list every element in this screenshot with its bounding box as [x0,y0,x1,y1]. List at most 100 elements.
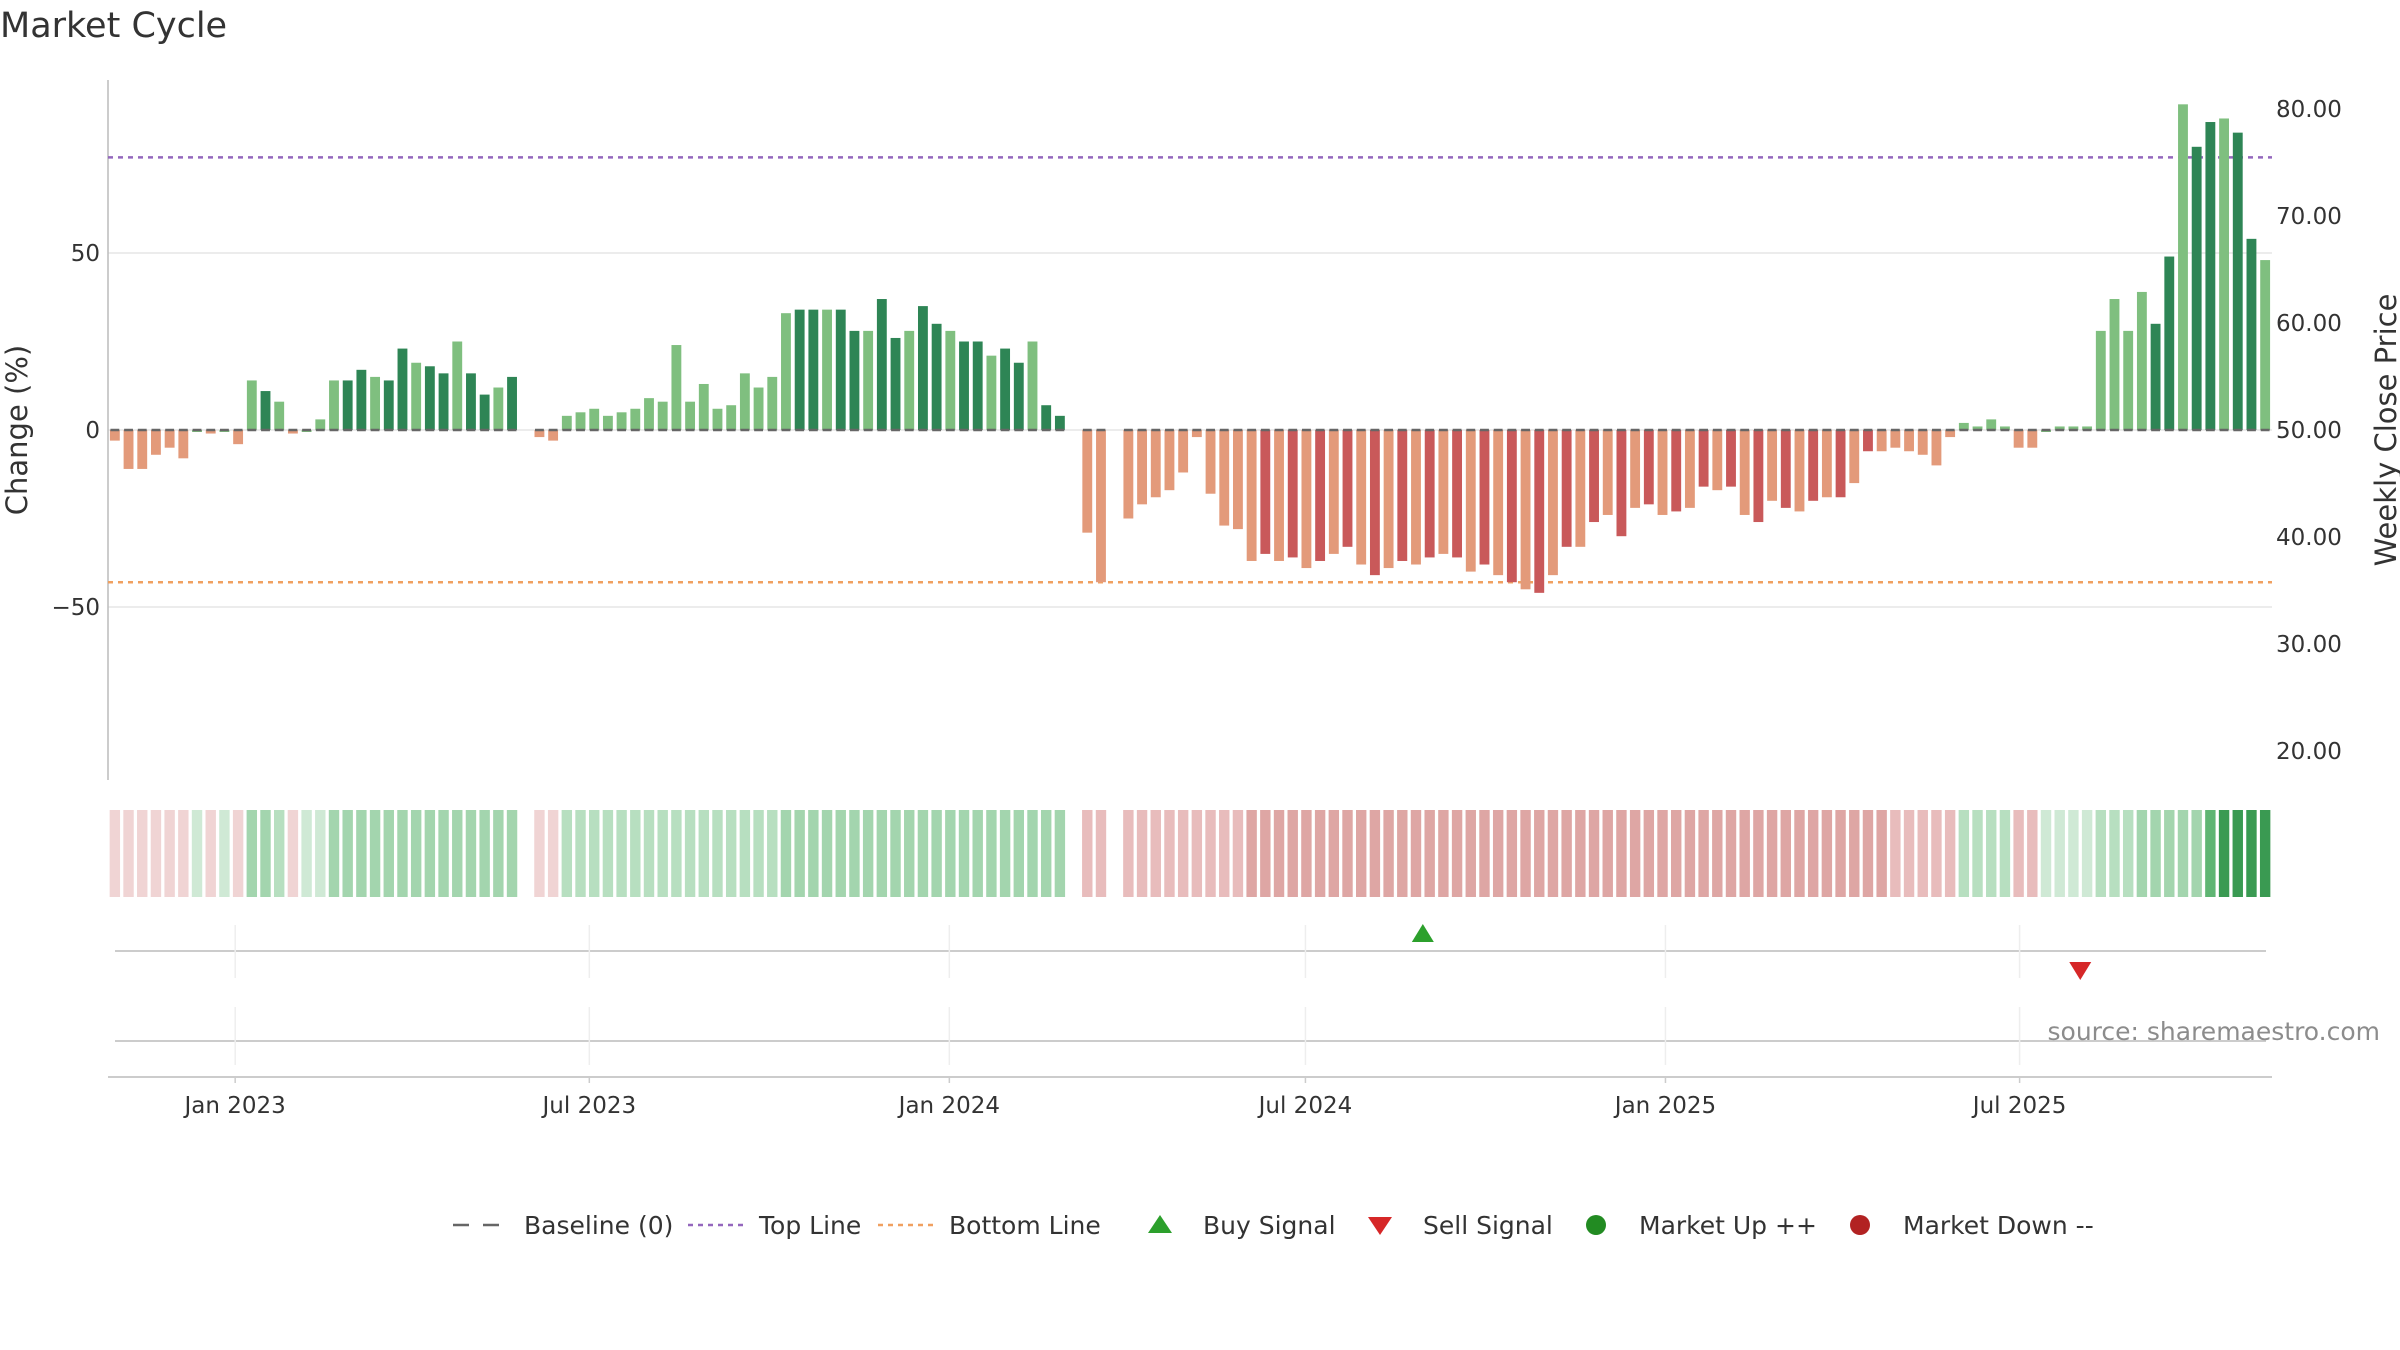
change-bar [1287,430,1298,558]
change-bar [137,430,148,469]
intensity-cell [1054,810,1066,897]
change-bar [2013,430,2024,448]
intensity-cell [1698,810,1709,897]
legend-item-bottom_line: Bottom Line [878,1211,1101,1240]
intensity-cell [1205,810,1216,897]
intensity-cell [671,810,682,897]
change-bar [315,419,326,430]
intensity-cell [1547,810,1559,897]
legend-item-market_down: Market Down -- [1850,1211,2094,1240]
change-bar [1315,430,1326,561]
change-bar [931,323,942,430]
intensity-cell [2150,810,2161,897]
intensity-cell [1972,810,1983,897]
intensity-cell [1986,810,1997,897]
change-bar [1164,430,1175,491]
change-bar [479,394,490,430]
change-bar [1753,430,1764,523]
change-bar [1904,430,1914,452]
intensity-cell [835,810,846,897]
change-bar [1945,430,1956,438]
change-bar [383,380,394,430]
intensity-cell [1780,810,1791,897]
change-bar [986,355,997,430]
intensity-cell [1561,810,1572,897]
change-bar [1123,430,1134,519]
intensity-cell [1369,810,1381,897]
change-bar [1849,430,1860,484]
intensity-cell [397,810,408,897]
change-bar [1260,430,1271,554]
change-bar [1219,430,1230,526]
change-bar [342,380,353,430]
change-bar [1958,422,1969,430]
change-bar [1972,426,1983,430]
change-bar [438,373,449,430]
change-bar [397,348,408,430]
legend: Baseline (0) Top Line Bottom Line Buy Signa… [453,1211,2094,1240]
change-bar [753,387,764,430]
change-bar [1438,430,1449,554]
change-bar [1767,430,1778,501]
sell-signal-marker [2069,962,2092,980]
intensity-cell [1273,810,1285,897]
grid-lines [107,80,2272,1078]
change-bar [876,299,887,430]
change-bar [1479,430,1490,565]
change-bar [274,401,285,430]
change-bar [1684,430,1695,508]
change-bar [548,430,559,441]
change-bar [1397,430,1408,561]
intensity-cell [767,810,778,897]
intensity-cell [1506,810,1518,897]
intensity-cell [383,810,394,897]
intensity-cell [328,810,340,897]
intensity-cell [1314,810,1326,897]
y-tick-label: −50 [51,595,100,621]
intensity-cell [232,810,244,897]
legend-swatch [1850,1215,1870,1235]
intensity-cell [1013,810,1025,897]
change-bar [370,376,381,430]
change-bar [767,376,778,430]
intensity-cell [260,810,271,897]
change-bar [1205,430,1216,494]
change-bar [233,430,244,445]
legend-item-baseline: Baseline (0) [453,1211,673,1240]
intensity-cell [1712,810,1723,897]
intensity-cell [287,810,299,897]
legend-swatch [1148,1215,1172,1233]
change-bar [2150,323,2161,430]
source-note: source: sharemaestro.com [2048,1017,2381,1046]
change-bar [356,369,367,430]
change-bar [1821,430,1832,498]
intensity-cell [273,810,285,897]
intensity-cell [698,810,709,897]
y-tick-label: 50 [71,241,100,267]
change-bar [2164,256,2175,430]
intensity-cell [1931,810,1942,897]
change-bar [2136,291,2147,430]
intensity-cell [1355,810,1367,897]
change-bar [1561,430,1572,547]
change-bar [1780,430,1791,508]
change-bar [1931,430,1942,466]
change-bar [616,412,627,430]
change-bar [2191,146,2202,431]
intensity-cell [2122,810,2134,897]
change-bar [1096,430,1106,583]
change-bar [1726,430,1736,487]
intensity-cell [1944,810,1956,897]
change-bar [1616,430,1627,537]
y2-tick-label: 30.00 [2276,632,2342,658]
intensity-cell [794,810,805,897]
change-bar [822,309,832,430]
intensity-cell [1150,810,1161,897]
intensity-cell [2259,810,2271,897]
change-bar [2232,132,2243,430]
intensity-cell [821,810,833,897]
change-bar [1424,430,1435,558]
intensity-cell [1602,810,1613,897]
change-bar [411,362,422,430]
y-axis-title: Change (%) [0,345,34,515]
